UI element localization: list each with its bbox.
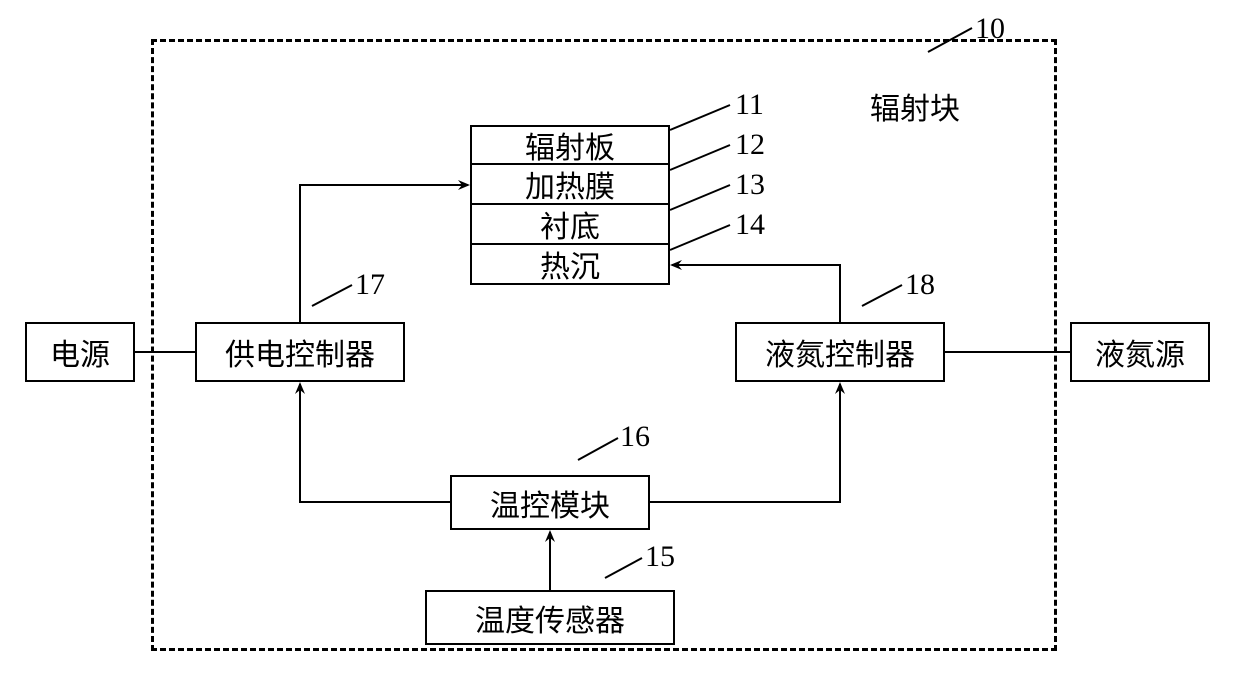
layer-label: 衬底 [540,202,600,246]
ref-num-15: 15 [645,540,675,574]
node-temp-sensor: 温度传感器 [425,590,675,645]
node-ln-controller: 液氮控制器 [735,322,945,382]
node-label: 电源 [50,330,110,374]
layer-substrate: 衬底 [470,205,670,245]
layer-heat-sink: 热沉 [470,245,670,285]
node-power-controller: 供电控制器 [195,322,405,382]
ref-num-17: 17 [355,268,385,302]
node-label: 供电控制器 [225,330,375,374]
ref-num-12: 12 [735,128,765,162]
node-label: 温控模块 [490,481,610,525]
ref-num-11: 11 [735,88,764,122]
ref-num-14: 14 [735,208,765,242]
radiation-block-title: 辐射块 [870,84,960,128]
layer-label: 加热膜 [525,162,615,206]
layer-heating-film: 加热膜 [470,165,670,205]
ref-num-16: 16 [620,420,650,454]
node-label: 液氮源 [1095,330,1185,374]
ref-num-10: 10 [975,12,1005,46]
node-label: 液氮控制器 [765,330,915,374]
node-power-source: 电源 [25,322,135,382]
node-ln-source: 液氮源 [1070,322,1210,382]
layer-radiation-plate: 辐射板 [470,125,670,165]
ref-num-13: 13 [735,168,765,202]
layer-label: 热沉 [540,242,600,286]
layer-label: 辐射板 [525,123,615,167]
node-label: 温度传感器 [475,596,625,640]
node-temp-module: 温控模块 [450,475,650,530]
block-diagram: 10 辐射块 辐射板 加热膜 衬底 热沉 11 12 13 14 电源 供电控制… [0,0,1240,691]
ref-num-18: 18 [905,268,935,302]
